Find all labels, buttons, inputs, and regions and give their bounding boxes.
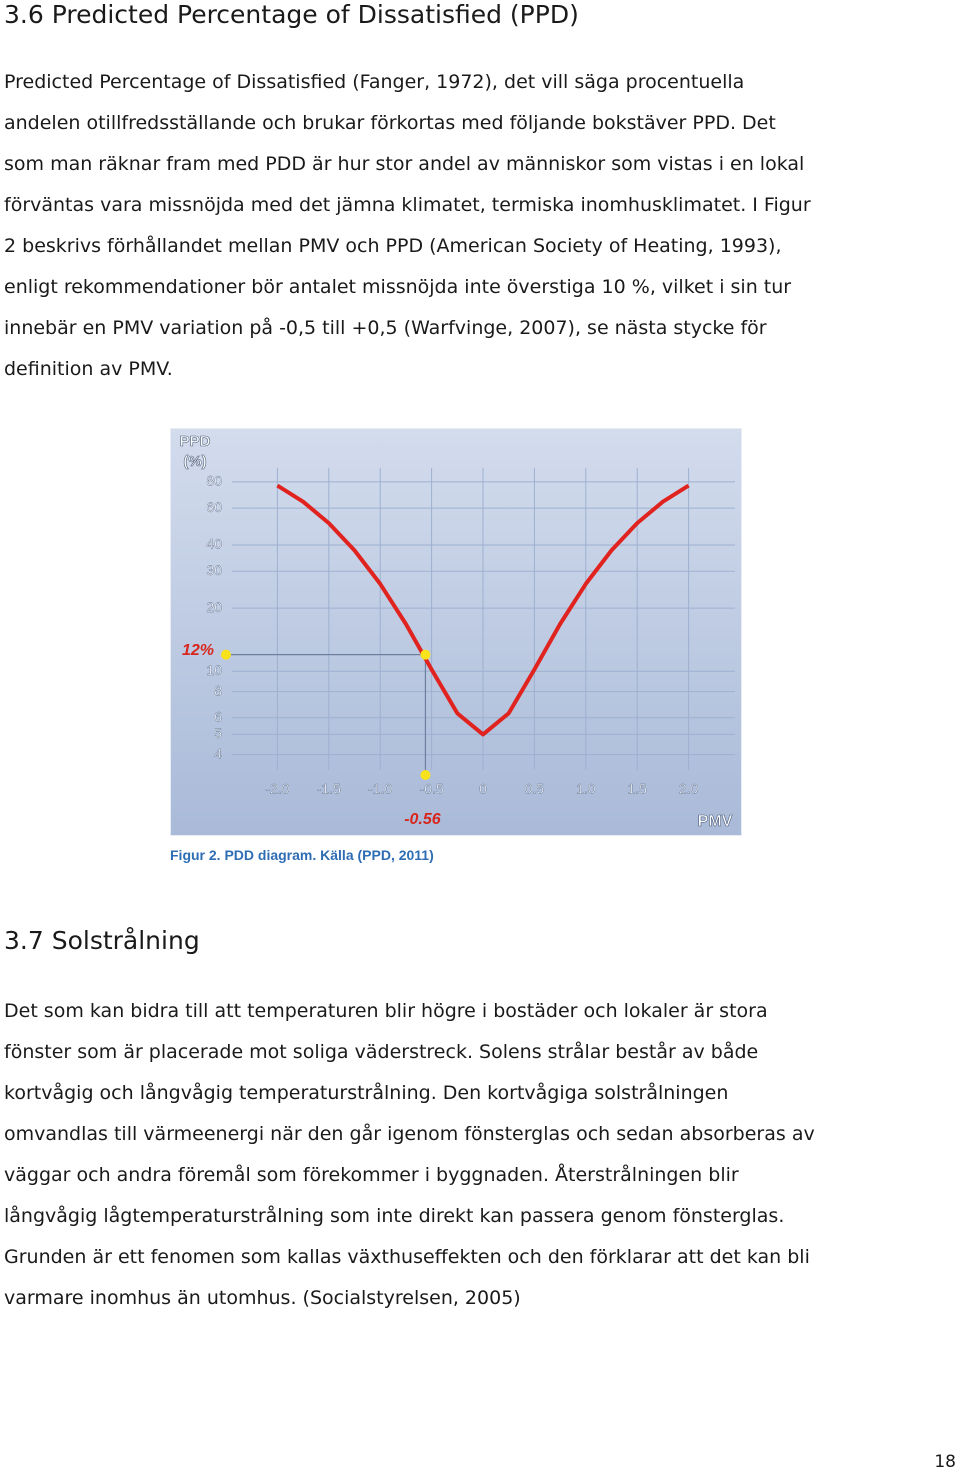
text-line: väggar och andra föremål som förekommer …: [4, 1164, 739, 1186]
marker-y-label: 12%: [182, 642, 214, 659]
y-tick-label: 4: [214, 745, 222, 761]
page-number: 18: [934, 1452, 956, 1472]
marker-dot: [420, 649, 431, 660]
text-line: varmare inomhus än utomhus. (Socialstyre…: [4, 1287, 521, 1309]
text-line: omvandlas till värmeenergi när den går i…: [4, 1123, 815, 1145]
y-tick-label: 30: [206, 562, 222, 578]
text-line: definition av PMV.: [4, 358, 173, 380]
heading: 3.7 Solstrålning: [4, 926, 200, 955]
text-line: som man räknar fram med PDD är hur stor …: [4, 153, 805, 175]
text-line: andelen otillfredsställande och brukar f…: [4, 112, 776, 134]
x-tick-label: -2.0: [265, 781, 289, 797]
text-line: långvågig lågtemperaturstrålning som int…: [4, 1205, 785, 1227]
x-tick-label: 0.5: [525, 781, 545, 797]
y-tick-label: 6: [214, 708, 222, 724]
ppd-curve: [276, 483, 690, 737]
heading: 3.6 Predicted Percentage of Dissatisfied…: [4, 0, 579, 29]
text-line: förväntas vara missnöjda med det jämna k…: [4, 194, 811, 216]
text-line: Grunden är ett fenomen som kallas växthu…: [4, 1246, 810, 1268]
y-marker-dot: [221, 649, 231, 660]
text-line: fönster som är placerade mot soliga väde…: [4, 1041, 759, 1063]
figure-caption: Figur 2. PDD diagram. Källa (PPD, 2011): [170, 847, 434, 863]
y-tick-label: 60: [206, 499, 222, 515]
x-axis-label: PMV: [698, 813, 733, 830]
text-line: Det som kan bidra till att temperaturen …: [4, 1000, 768, 1022]
text-line: Predicted Percentage of Dissatisfied (Fa…: [4, 71, 745, 93]
chart-background: [170, 428, 742, 836]
text-line: kortvågig och långvågig temperaturstråln…: [4, 1082, 729, 1104]
x-tick-label: 2.0: [679, 781, 699, 797]
x-tick-label: 1.5: [627, 781, 647, 797]
x-tick-label: 0: [479, 781, 487, 797]
x-tick-label: -1.0: [368, 781, 392, 797]
y-tick-label: 5: [214, 725, 222, 741]
y-tick-label: 40: [206, 536, 222, 552]
x-tick-label: -1.5: [317, 781, 341, 797]
x-tick-label: -0.5: [420, 781, 444, 797]
y-tick-label: 10: [206, 662, 222, 678]
marker-x-label: -0.56: [404, 811, 441, 828]
text-line: 2 beskrivs förhållandet mellan PMV och P…: [4, 235, 782, 257]
x-tick-label: 1.0: [576, 781, 596, 797]
y-axis-label: PPD: [180, 433, 211, 450]
x-marker-dot: [420, 770, 431, 780]
text-line: innebär en PMV variation på -0,5 till +0…: [4, 317, 767, 339]
y-tick-label: 20: [206, 599, 222, 615]
y-axis-label: (%): [183, 453, 206, 470]
text-line: enligt rekommendationer bör antalet miss…: [4, 276, 792, 298]
figure-chart: 80 60 40 30 20 10 8 65 4 -2.0 -1.5 -1.0 -0.5 0 0.5 1.0 1…: [170, 428, 742, 836]
y-tick-label: 8: [214, 682, 222, 698]
y-tick-label: 80: [206, 473, 222, 489]
